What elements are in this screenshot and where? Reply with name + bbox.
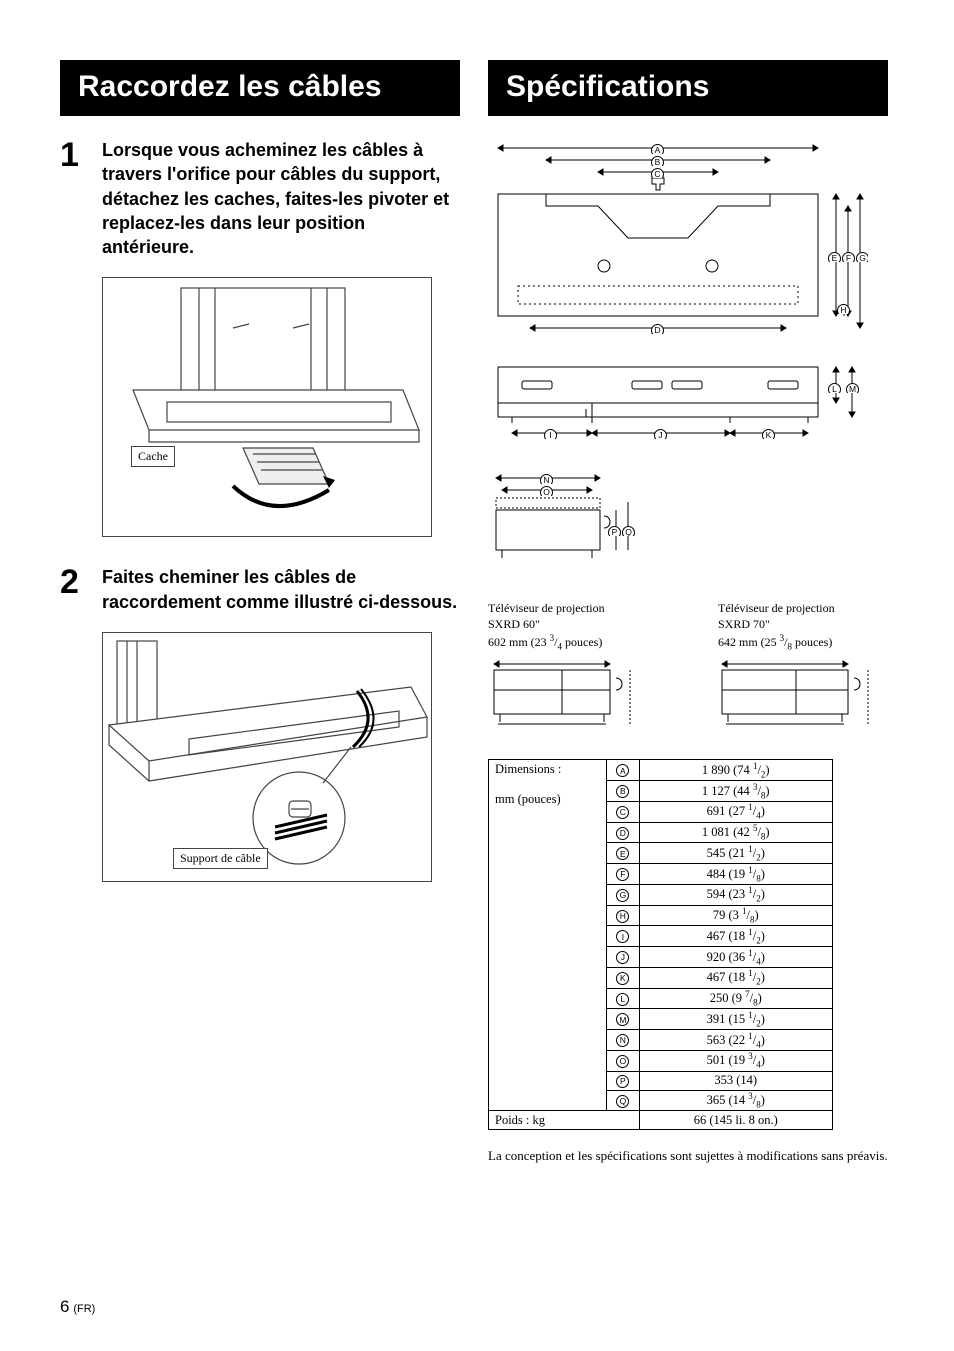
- heading-connect-cables: Raccordez les câbles: [60, 60, 460, 116]
- spec-value-E: 545 (21 1/2): [639, 843, 833, 864]
- step-1-number: 1: [60, 138, 88, 172]
- spec-letter-M: M: [607, 1009, 639, 1030]
- dim-c: C: [651, 168, 664, 178]
- diagram-side-view: N O P Q: [488, 470, 648, 583]
- heading-specifications: Spécifications: [488, 60, 888, 116]
- figure-1-label: Cache: [131, 446, 175, 467]
- spec-value-F: 484 (19 1/8): [639, 864, 833, 885]
- spec-value-K: 467 (18 1/2): [639, 967, 833, 988]
- page-lang: (FR): [73, 1303, 95, 1315]
- dim-d: D: [651, 324, 664, 334]
- dim-q: Q: [622, 526, 635, 536]
- spec-letter-Q: Q: [607, 1090, 639, 1111]
- tv-60-dim: 602 mm (23 3/4 pouces): [488, 635, 602, 649]
- dim-g: G: [856, 252, 868, 262]
- spec-letter-N: N: [607, 1030, 639, 1051]
- spec-value-A: 1 890 (74 1/2): [639, 760, 833, 781]
- spec-letter-I: I: [607, 926, 639, 947]
- spec-letter-L: L: [607, 988, 639, 1009]
- dimensions-label-cell: Dimensions :mm (pouces): [489, 760, 607, 1111]
- step-2: 2 Faites cheminer les câbles de raccorde…: [60, 565, 460, 614]
- step-2-text: Faites cheminer les câbles de raccordeme…: [102, 565, 460, 614]
- tv-60-block: Téléviseur de projection SXRD 60" 602 mm…: [488, 601, 658, 739]
- spec-value-N: 563 (22 1/4): [639, 1030, 833, 1051]
- spec-value-P: 353 (14): [639, 1071, 833, 1090]
- spec-letter-C: C: [607, 801, 639, 822]
- dim-h: H: [837, 304, 850, 314]
- dim-k: K: [762, 429, 775, 439]
- spec-letter-E: E: [607, 843, 639, 864]
- figure-cable-support: Support de câble: [102, 632, 432, 882]
- spec-letter-B: B: [607, 781, 639, 802]
- page-number: 6 (FR): [60, 1297, 95, 1317]
- diagram-front-view: A B C D E F G H: [488, 138, 868, 343]
- dim-o: O: [540, 486, 553, 496]
- spec-value-D: 1 081 (42 5/8): [639, 822, 833, 843]
- spec-value-G: 594 (23 1/2): [639, 884, 833, 905]
- dim-j: J: [654, 429, 667, 439]
- right-column: Spécifications: [488, 60, 888, 1165]
- spec-value-B: 1 127 (44 3/8): [639, 781, 833, 802]
- dim-e: E: [828, 252, 841, 262]
- tv-70-title-b: SXRD 70": [718, 617, 888, 631]
- dim-i: I: [544, 429, 557, 439]
- spec-letter-K: K: [607, 967, 639, 988]
- weight-value-cell: 66 (145 li. 8 on.): [639, 1111, 833, 1130]
- page-number-value: 6: [60, 1297, 69, 1316]
- tv-70-title-a: Téléviseur de projection: [718, 601, 888, 615]
- spec-letter-O: O: [607, 1050, 639, 1071]
- figure-2-label: Support de câble: [173, 848, 268, 869]
- spec-letter-J: J: [607, 947, 639, 968]
- spec-value-Q: 365 (14 3/8): [639, 1090, 833, 1111]
- diagram-shelf-front: I J K L M: [488, 361, 868, 452]
- spec-letter-F: F: [607, 864, 639, 885]
- spec-letter-G: G: [607, 884, 639, 905]
- tv-60-title-a: Téléviseur de projection: [488, 601, 658, 615]
- spec-value-C: 691 (27 1/4): [639, 801, 833, 822]
- left-column: Raccordez les câbles 1 Lorsque vous ache…: [60, 60, 460, 1165]
- step-2-number: 2: [60, 565, 88, 599]
- tv-70-block: Téléviseur de projection SXRD 70" 642 mm…: [718, 601, 888, 739]
- spec-value-L: 250 (9 7/8): [639, 988, 833, 1009]
- step-1-text: Lorsque vous acheminez les câbles à trav…: [102, 138, 460, 259]
- weight-label-cell: Poids : kg: [489, 1111, 640, 1130]
- spec-letter-D: D: [607, 822, 639, 843]
- dim-m: M: [846, 383, 859, 393]
- spec-value-I: 467 (18 1/2): [639, 926, 833, 947]
- dim-l: L: [828, 383, 841, 393]
- step-1: 1 Lorsque vous acheminez les câbles à tr…: [60, 138, 460, 259]
- tv-60-title-b: SXRD 60": [488, 617, 658, 631]
- spec-value-J: 920 (36 1/4): [639, 947, 833, 968]
- dim-p: P: [608, 526, 621, 536]
- spec-value-O: 501 (19 3/4): [639, 1050, 833, 1071]
- tv-size-row: Téléviseur de projection SXRD 60" 602 mm…: [488, 601, 888, 739]
- specs-table: Dimensions :mm (pouces)A1 890 (74 1/2)B1…: [488, 759, 833, 1130]
- spec-letter-H: H: [607, 905, 639, 926]
- spec-letter-P: P: [607, 1071, 639, 1090]
- dim-f: F: [842, 252, 855, 262]
- tv-70-dim: 642 mm (25 3/8 pouces): [718, 635, 832, 649]
- figure-cache: Cache: [102, 277, 432, 537]
- spec-value-M: 391 (15 1/2): [639, 1009, 833, 1030]
- spec-letter-A: A: [607, 760, 639, 781]
- spec-value-H: 79 (3 1/8): [639, 905, 833, 926]
- footnote: La conception et les spécifications sont…: [488, 1148, 888, 1165]
